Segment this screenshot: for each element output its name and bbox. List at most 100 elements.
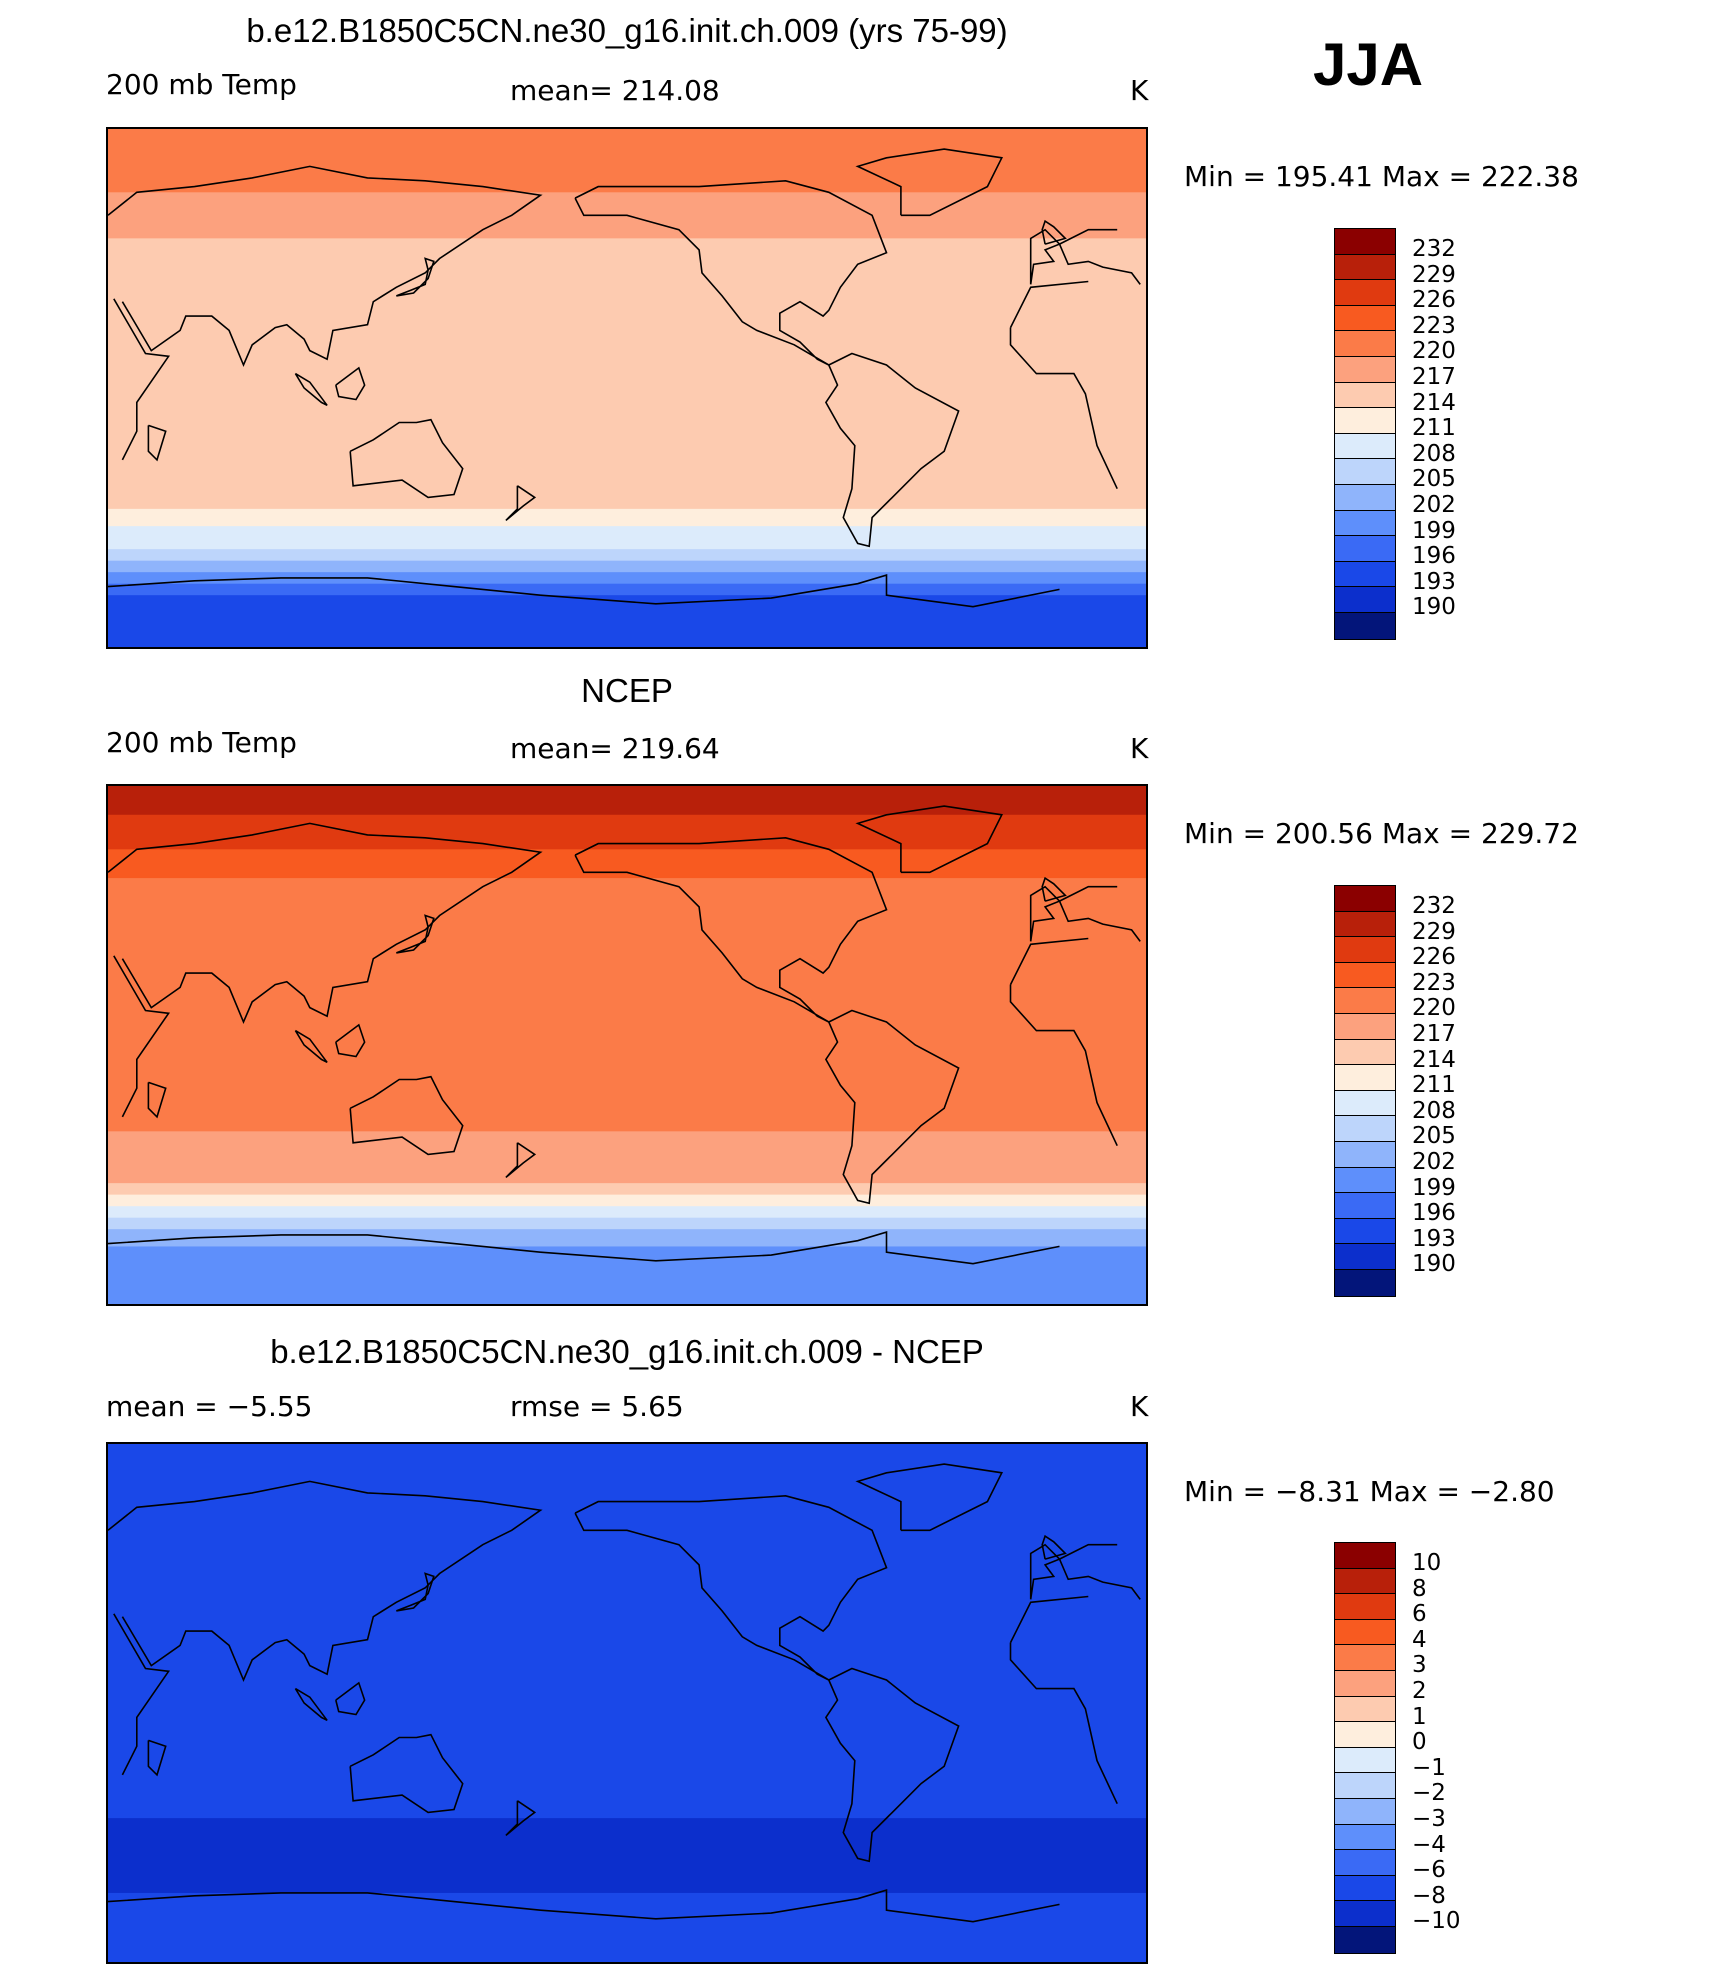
colorbar-tick-label: −3 xyxy=(1412,1806,1446,1832)
colorbar-swatch xyxy=(1335,1645,1395,1671)
coastline xyxy=(1029,1543,1061,1600)
colorbar-swatch xyxy=(1335,587,1395,613)
colorbar-tick-label: 211 xyxy=(1412,415,1456,442)
colorbar-tick-label: 217 xyxy=(1412,364,1456,390)
colorbar-swatch xyxy=(1335,1065,1395,1091)
colorbar-tick-label: 223 xyxy=(1412,969,1456,996)
field-band-12 xyxy=(108,1246,1146,1304)
colorbar-tick-label: 220 xyxy=(1412,338,1456,365)
colorbar-tick-label: 202 xyxy=(1412,1149,1456,1175)
coastline xyxy=(147,424,167,462)
coastline xyxy=(294,1029,328,1064)
coastline xyxy=(349,1075,464,1156)
colorbar xyxy=(1334,1542,1396,1954)
colorbar-swatch xyxy=(1335,988,1395,1014)
colorbar-tick-label: 208 xyxy=(1412,1097,1456,1124)
coastline xyxy=(294,372,328,407)
field-band-5 xyxy=(108,906,1146,1132)
colorbar-swatch xyxy=(1335,612,1395,639)
colorbar-swatch xyxy=(1335,536,1395,562)
colorbar-swatch xyxy=(1335,459,1395,485)
mean-label: mean = −5.55 xyxy=(106,1390,313,1423)
colorbar-swatch xyxy=(1335,408,1395,434)
colorbar-swatch xyxy=(1335,1798,1395,1825)
min-max-label: Min = −8.31 Max = −2.80 xyxy=(1184,1475,1555,1508)
coastline xyxy=(113,298,171,461)
coastline xyxy=(505,485,537,522)
colorbar-swatch xyxy=(1335,937,1395,963)
coastline xyxy=(1029,228,1061,285)
colorbar-swatch xyxy=(1335,1218,1395,1245)
coastline xyxy=(1041,876,1067,902)
colorbar-tick-label: 10 xyxy=(1412,1550,1442,1576)
field-band-3 xyxy=(108,238,1146,510)
colorbar-tick-label: 211 xyxy=(1412,1072,1456,1099)
colorbar-swatch xyxy=(1335,382,1395,409)
colorbar-tick-label: 193 xyxy=(1412,1225,1456,1252)
colorbar-tick-label: 214 xyxy=(1412,389,1456,416)
field-band-1 xyxy=(108,786,1146,816)
colorbar-swatch xyxy=(1335,1193,1395,1219)
colorbar-swatch xyxy=(1335,1901,1395,1927)
field-band-3 xyxy=(108,849,1146,879)
rmse-label: rmse = 5.65 xyxy=(510,1390,684,1423)
colorbar-tick-label: −8 xyxy=(1412,1882,1446,1909)
colorbar-tick-label: −2 xyxy=(1412,1780,1446,1807)
colorbar-swatch xyxy=(1335,1926,1395,1953)
field-band-7 xyxy=(108,1183,1146,1196)
variable-label: 200 mb Temp xyxy=(106,68,297,101)
panel-title-diff: b.e12.B1850C5CN.ne30_g16.init.ch.009 - N… xyxy=(270,1333,984,1370)
units-label: K xyxy=(1130,732,1149,765)
colorbar-swatch xyxy=(1335,1747,1395,1774)
coastline xyxy=(113,1613,171,1776)
coastline xyxy=(1009,327,1118,490)
colorbar-swatch xyxy=(1335,1013,1395,1040)
coastline xyxy=(1058,900,1141,942)
colorbar-tick-label: 190 xyxy=(1412,1251,1456,1278)
colorbar-swatch xyxy=(1335,356,1395,383)
coastline xyxy=(505,1800,537,1837)
coastline xyxy=(113,955,171,1118)
coastline xyxy=(108,577,541,596)
colorbar-tick-label: 214 xyxy=(1412,1046,1456,1073)
field-band-5 xyxy=(108,526,1146,550)
coastline xyxy=(855,148,1004,217)
colorbar-tick-label: 226 xyxy=(1412,287,1456,314)
season-label: JJA xyxy=(1313,31,1424,98)
colorbar-tick-label: 6 xyxy=(1412,1601,1427,1628)
field-band-2 xyxy=(108,1478,1146,1762)
coastline xyxy=(396,1572,435,1612)
colorbar-swatch xyxy=(1335,1670,1395,1697)
coastline xyxy=(108,822,543,1025)
colorbar-tick-label: −1 xyxy=(1412,1754,1446,1781)
coastline xyxy=(574,836,888,1023)
colorbar-tick-label: 190 xyxy=(1412,594,1456,621)
field-map xyxy=(108,786,1146,1304)
colorbar-swatch xyxy=(1335,962,1395,989)
coastline xyxy=(108,165,543,368)
colorbar-swatch xyxy=(1335,911,1395,938)
colorbar-tick-label: 208 xyxy=(1412,440,1456,467)
field-band-6 xyxy=(108,1131,1146,1184)
field-band-4 xyxy=(108,1818,1146,1894)
colorbar-swatch xyxy=(1335,886,1395,912)
colorbar-swatch xyxy=(1335,280,1395,306)
coastline xyxy=(855,805,1004,874)
colorbar-swatch xyxy=(1335,1875,1395,1902)
colorbar-tick-label: 199 xyxy=(1412,1174,1456,1201)
colorbar-tick-label: 229 xyxy=(1412,918,1456,945)
colorbar xyxy=(1334,228,1396,640)
field-band-10 xyxy=(108,1217,1146,1230)
colorbar-swatch xyxy=(1335,1090,1395,1117)
colorbar-tick-label: 229 xyxy=(1412,261,1456,288)
min-max-label: Min = 195.41 Max = 222.38 xyxy=(1184,160,1579,193)
coastline xyxy=(1059,228,1118,245)
coastline xyxy=(824,352,960,548)
colorbar-swatch xyxy=(1335,510,1395,537)
colorbar-tick-label: −6 xyxy=(1412,1857,1446,1884)
field-map xyxy=(108,1444,1146,1962)
colorbar-swatch xyxy=(1335,1244,1395,1270)
coastline xyxy=(1059,885,1118,902)
coastline xyxy=(108,1234,541,1253)
colorbar-swatch xyxy=(1335,1141,1395,1168)
